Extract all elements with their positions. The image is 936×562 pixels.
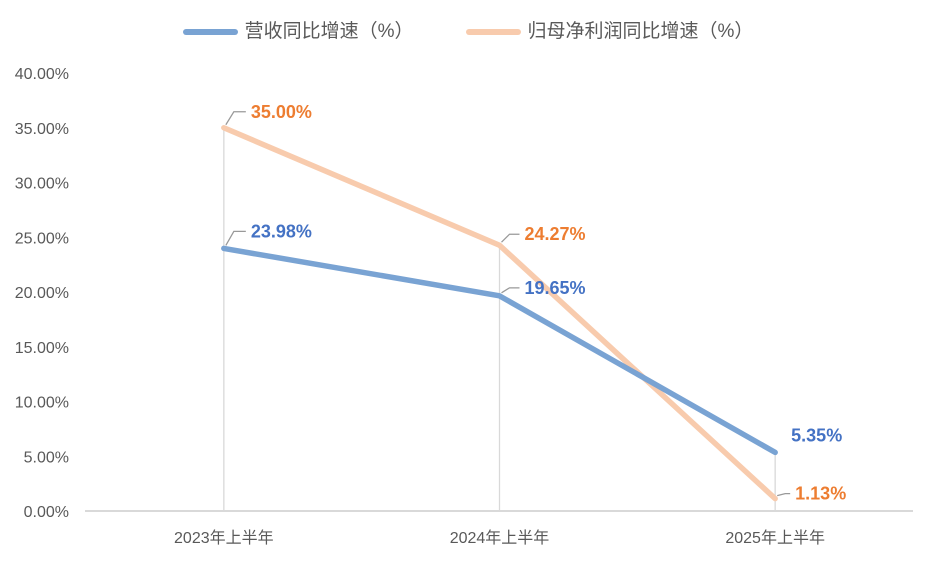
y-axis-tick-label: 5.00% <box>24 449 69 466</box>
series-line-1 <box>221 125 778 502</box>
y-axis-tick-label: 30.00% <box>15 176 69 193</box>
y-axis-tick-label: 10.00% <box>15 395 69 412</box>
data-label-leader-line <box>225 230 246 246</box>
y-axis-tick-label: 15.00% <box>15 340 69 357</box>
revenue-series-label: 营收同比增速（%） <box>244 21 414 42</box>
legend-item-net-profit-growth: 归母净利润同比增速（%） <box>465 21 754 43</box>
net-profit-series-marker <box>465 29 521 35</box>
data-label: 23.98% <box>251 221 312 241</box>
y-axis-tick-label: 25.00% <box>15 230 69 247</box>
y-axis-tick-label: 35.00% <box>15 121 69 138</box>
data-label-leader-line <box>225 111 246 126</box>
y-axis-tick-label: 40.00% <box>15 66 69 83</box>
series-line-0 <box>221 245 778 456</box>
net-profit-series-label: 归母净利润同比增速（%） <box>527 21 754 42</box>
data-label: 19.65% <box>525 278 586 298</box>
data-label: 35.00% <box>251 102 312 122</box>
data-label-leader-line <box>777 493 791 497</box>
data-label: 1.13% <box>795 484 846 504</box>
chart-legend: 营收同比增速（%） 归母净利润同比增速（%） <box>0 21 936 43</box>
legend-item-revenue-growth: 营收同比增速（%） <box>182 21 414 43</box>
data-label-leader-line <box>501 287 520 294</box>
data-label: 24.27% <box>525 224 586 244</box>
x-axis-label: 2025年上半年 <box>725 529 825 547</box>
x-axis-label: 2024年上半年 <box>450 529 550 547</box>
y-axis-tick-label: 20.00% <box>15 285 69 302</box>
data-label-leader-line <box>501 233 520 243</box>
data-label: 5.35% <box>791 425 842 445</box>
y-axis-tick-label: 0.00% <box>24 504 69 521</box>
x-axis-label: 2023年上半年 <box>174 529 274 547</box>
revenue-series-marker <box>182 29 238 35</box>
